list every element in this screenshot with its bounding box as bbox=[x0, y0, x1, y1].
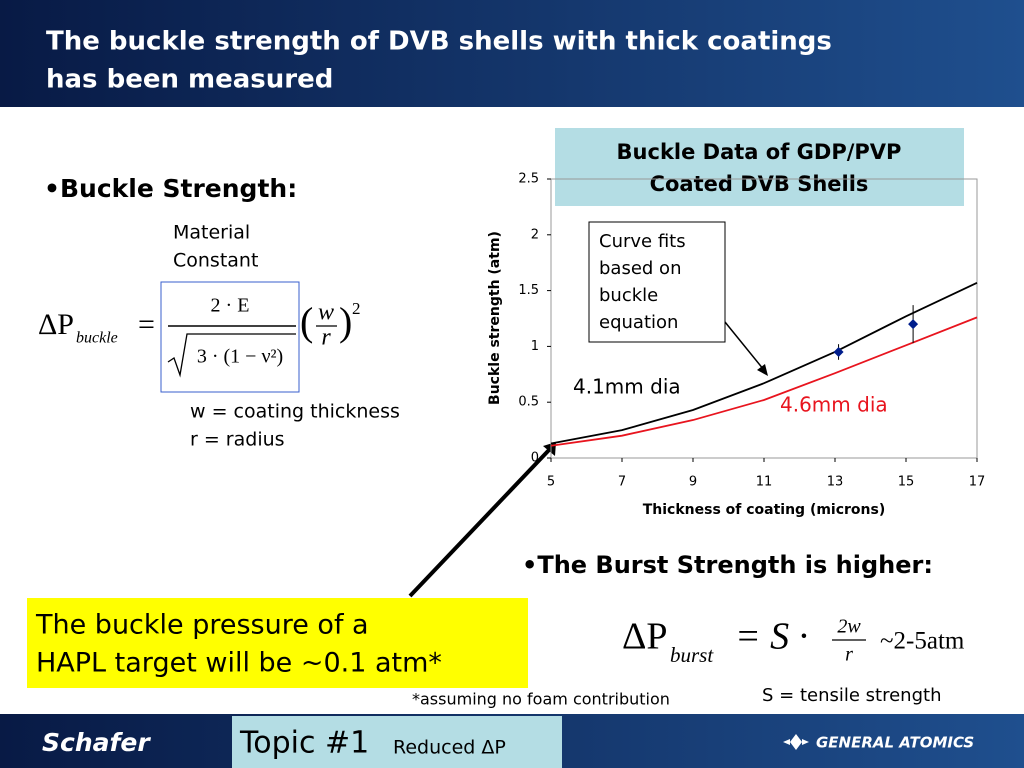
paren: ( bbox=[300, 299, 313, 344]
eq-lhs: ΔP bbox=[38, 308, 74, 341]
callout-text: The buckle pressure of a bbox=[35, 610, 369, 641]
note-box bbox=[588, 221, 726, 343]
x-tick-label: 15 bbox=[898, 475, 915, 490]
eq-numerator: 2w bbox=[837, 616, 861, 638]
topic-box bbox=[232, 716, 562, 768]
y-tick-label: 0.5 bbox=[518, 395, 539, 410]
material-label: Constant bbox=[173, 250, 258, 272]
x-tick-label: 13 bbox=[827, 475, 844, 490]
series-line bbox=[550, 316, 978, 447]
callout-text: HAPL target will be ~0.1 atm* bbox=[36, 648, 442, 679]
header-bar bbox=[0, 0, 1024, 107]
eq-power: 2 bbox=[352, 299, 361, 318]
chart-title: Buckle Data of GDP/PVP bbox=[617, 140, 902, 164]
eq-ratio-bottom: r bbox=[321, 325, 331, 351]
material-label: Material bbox=[173, 222, 250, 244]
topic-sub: Reduced ΔP bbox=[393, 737, 506, 759]
ga-logo-icon bbox=[783, 734, 809, 750]
bullet: •The Burst Strength is higher: bbox=[522, 551, 933, 579]
eq-result: ~2-5atm bbox=[880, 628, 965, 655]
eq-sub: buckle bbox=[76, 330, 118, 347]
note-text: Curve fits bbox=[599, 231, 686, 252]
note-text: buckle bbox=[599, 285, 658, 306]
chart-title-box bbox=[555, 128, 964, 206]
eq-numerator: 2 · E bbox=[211, 295, 250, 317]
right-logo: GENERAL ATOMICS bbox=[816, 734, 974, 752]
y-tick-label: 2.5 bbox=[518, 172, 539, 187]
note-text: based on bbox=[599, 258, 681, 279]
eq-ratio-top: w bbox=[318, 300, 334, 326]
y-tick-label: 0 bbox=[531, 451, 539, 466]
note-text: equation bbox=[599, 312, 678, 333]
note-arrow-head bbox=[757, 364, 768, 376]
definition: r = radius bbox=[190, 429, 285, 451]
x-tick-label: 17 bbox=[969, 475, 986, 490]
eq-denominator: r bbox=[845, 644, 853, 666]
radical bbox=[167, 333, 296, 378]
x-axis-label: Thickness of coating (microns) bbox=[643, 502, 886, 518]
y-tick-label: 2 bbox=[531, 227, 539, 242]
eq-denominator: 3 · (1 − ν²) bbox=[197, 346, 283, 368]
topic: Topic #1 bbox=[239, 726, 369, 761]
x-tick-label: 9 bbox=[689, 475, 697, 490]
note-arrow bbox=[724, 321, 765, 371]
eq-middle: = S · bbox=[735, 616, 808, 658]
bullet: •Buckle Strength: bbox=[44, 174, 297, 203]
x-tick-label: 11 bbox=[756, 475, 773, 490]
series-label: 4.1mm dia bbox=[573, 375, 681, 399]
definition: w = coating thickness bbox=[190, 401, 400, 423]
data-point bbox=[833, 346, 844, 357]
eq-equals: = bbox=[138, 308, 155, 341]
title: The buckle strength of DVB shells with t… bbox=[46, 27, 832, 57]
x-tick-label: 7 bbox=[618, 475, 626, 490]
eq-sub: burst bbox=[670, 643, 714, 667]
eq-lhs: ΔP bbox=[622, 616, 668, 658]
y-axis-label: Buckle strength (atm) bbox=[487, 231, 503, 405]
y-tick-label: 1 bbox=[531, 339, 539, 354]
y-tick-label: 1.5 bbox=[518, 283, 539, 298]
callout-arrow bbox=[408, 448, 551, 598]
series-label: 4.6mm dia bbox=[780, 393, 888, 417]
callout-box bbox=[27, 598, 528, 688]
footnote: *assuming no foam contribution bbox=[412, 690, 670, 709]
title: has been measured bbox=[46, 65, 333, 95]
definition: S = tensile strength bbox=[762, 685, 941, 706]
paren: ) bbox=[339, 299, 352, 344]
left-logo: Schafer bbox=[42, 728, 151, 757]
constant-box bbox=[160, 281, 300, 393]
data-point bbox=[908, 319, 919, 330]
chart-title: Coated DVB Shells bbox=[650, 172, 869, 196]
x-tick-label: 5 bbox=[547, 475, 555, 490]
series-line bbox=[550, 281, 978, 445]
